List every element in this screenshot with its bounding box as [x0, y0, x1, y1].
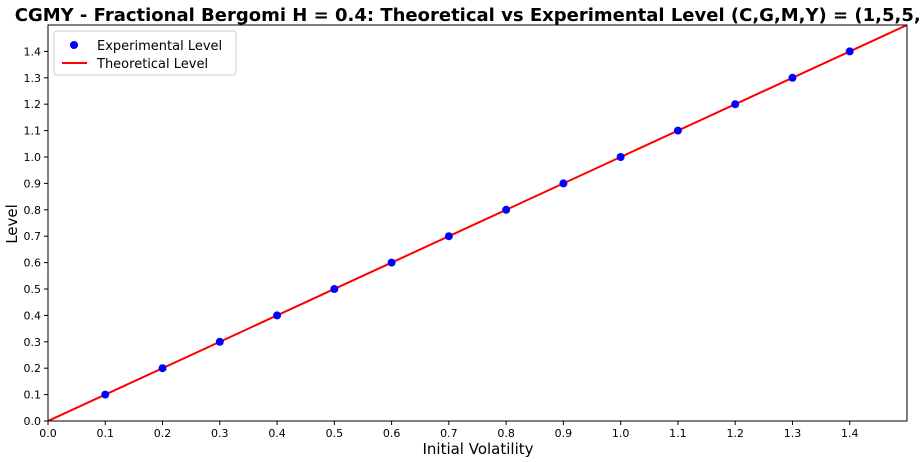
data-point-experimental [559, 179, 568, 188]
data-point-experimental [502, 205, 511, 214]
data-point-experimental [731, 100, 740, 109]
y-tick-label: 1.4 [24, 45, 42, 58]
y-tick-label: 0.8 [24, 204, 42, 217]
x-tick-label: 0.8 [497, 427, 515, 440]
data-point-experimental [788, 73, 797, 82]
x-tick-label: 0.2 [154, 427, 172, 440]
y-tick-label: 0.3 [24, 336, 42, 349]
legend-box [53, 30, 237, 76]
plot-area: 0.0 0.1 0.2 0.3 0.4 0.5 0.6 0.7 0.8 0.9 1.0 1.1 1.2 1… [24, 24, 908, 440]
legend-marker-experimental [70, 41, 78, 49]
y-tick-label: 0.5 [24, 283, 42, 296]
x-tick-label: 0.4 [268, 427, 286, 440]
x-tick-label: 0.1 [97, 427, 115, 440]
legend-label: Experimental Level [97, 39, 222, 54]
x-tick-label: 0.9 [555, 427, 573, 440]
data-point-experimental [616, 153, 625, 161]
data-point-experimental [273, 311, 282, 320]
data-point-experimental [215, 337, 224, 346]
data-point-experimental [101, 390, 110, 399]
y-axis-label: Level [3, 204, 21, 244]
data-point-experimental [673, 126, 682, 135]
chart-title: CGMY - Fractional Bergomi H = 0.4: Theor… [15, 5, 921, 26]
data-point-experimental [330, 285, 339, 293]
x-axis-label: Initial Volatility [422, 440, 533, 458]
y-tick-label: 1.1 [24, 125, 42, 138]
y-tick-label: 1.2 [24, 98, 42, 111]
x-tick-label: 1.0 [612, 427, 630, 440]
y-tick-label: 0.2 [24, 362, 42, 375]
x-tick-label: 1.2 [726, 427, 744, 440]
x-tick-label: 0.3 [211, 427, 229, 440]
x-tick-label: 0.0 [39, 427, 57, 440]
x-tick-label: 1.3 [784, 427, 802, 440]
y-tick-label: 1.3 [24, 72, 42, 85]
data-point-experimental [845, 47, 854, 56]
y-tick-label: 0.1 [24, 389, 42, 402]
x-tick-label: 0.7 [440, 427, 458, 440]
y-tick-label: 0.9 [24, 177, 42, 190]
plot-frame [47, 24, 908, 422]
legend-label: Theoretical Level [96, 57, 208, 72]
x-tick-label: 1.1 [669, 427, 687, 440]
legend: Experimental Level Theoretical Level [53, 30, 237, 76]
y-tick-label: 0.7 [24, 230, 42, 243]
y-tick-label: 1.0 [24, 151, 42, 164]
data-point-experimental [444, 232, 453, 241]
series-line-theoretical [48, 25, 907, 421]
x-tick-label: 1.4 [841, 427, 859, 440]
y-tick-label: 0.4 [24, 309, 42, 322]
y-tick-label: 0.6 [24, 257, 42, 270]
x-tick-label: 0.6 [383, 427, 401, 440]
data-point-experimental [387, 258, 396, 267]
x-tick-label: 0.5 [326, 427, 344, 440]
data-point-experimental [158, 364, 167, 373]
y-tick-label: 0.0 [24, 415, 42, 428]
